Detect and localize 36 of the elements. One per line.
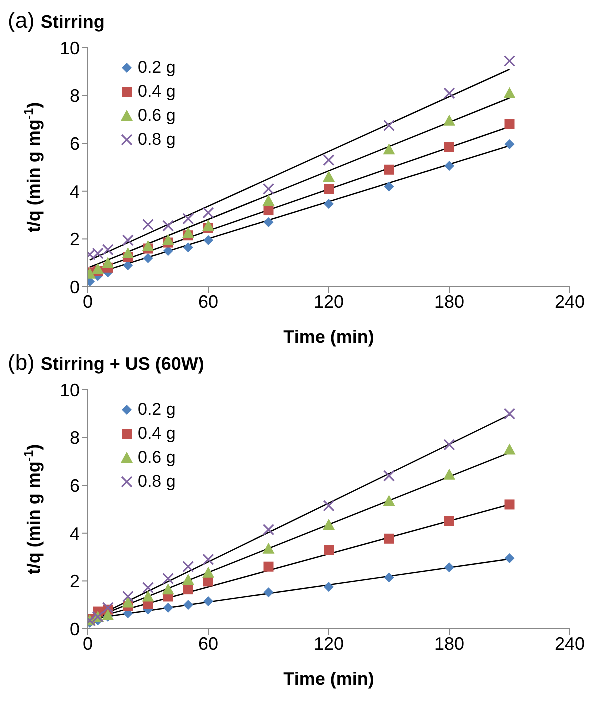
legend-label: 0.4 g <box>138 82 176 102</box>
x-tick-label: 240 <box>554 292 586 312</box>
chart-title: Stirring <box>40 12 105 33</box>
y-tick-label: 2 <box>70 572 80 592</box>
legend-label: 0.8 g <box>138 472 176 492</box>
x-tick-label: 0 <box>82 634 94 654</box>
text: (b) <box>8 350 35 376</box>
y-tick-label: 4 <box>70 524 80 544</box>
y-tick-label: 8 <box>70 86 80 106</box>
y-tick-label: 8 <box>70 428 80 448</box>
y-tick-label: 10 <box>60 380 80 400</box>
legend-label: 0.8 g <box>138 130 176 150</box>
y-tick-label: 0 <box>70 619 80 640</box>
x-tick-label: 0 <box>82 292 94 312</box>
legend-label: 0.2 g <box>138 58 176 78</box>
y-tick-label: 6 <box>70 134 80 154</box>
legend-label: 0.6 g <box>138 448 176 468</box>
legend-label: 0.6 g <box>138 106 176 126</box>
legend-label: 0.4 g <box>138 424 176 444</box>
chart-title: Stirring + US (60W) <box>40 354 204 375</box>
y-tick-label: 2 <box>70 230 80 250</box>
x-tick-label: 180 <box>434 634 465 654</box>
y-tick-label: 10 <box>60 38 80 58</box>
x-tick-label: 60 <box>198 292 219 312</box>
y-tick-label: 0 <box>70 277 80 298</box>
x-tick-label: 120 <box>314 292 344 312</box>
legend-label: 0.2 g <box>138 400 176 420</box>
x-tick-label: 180 <box>434 292 465 312</box>
text: (a) <box>8 8 35 34</box>
y-tick-label: 6 <box>70 476 80 496</box>
x-tick-label: 240 <box>554 634 586 654</box>
x-tick-label: 120 <box>314 634 344 654</box>
x-axis-title: Time (min) <box>284 327 374 347</box>
x-tick-label: 60 <box>198 634 219 654</box>
x-axis-title: Time (min) <box>284 669 374 689</box>
y-tick-label: 4 <box>70 182 80 202</box>
